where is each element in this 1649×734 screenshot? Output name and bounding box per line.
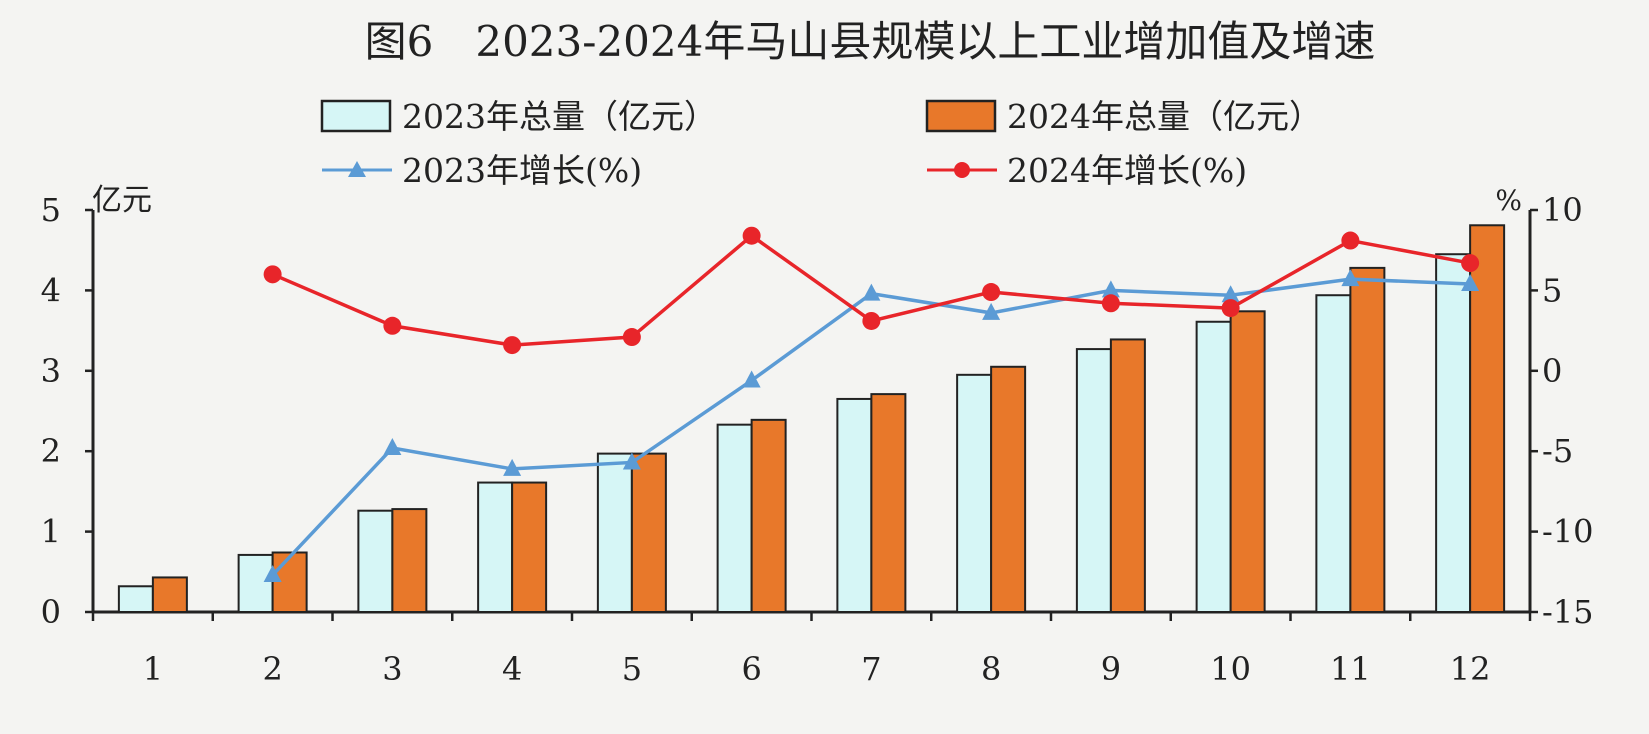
y-right-tick-label: -15 [1542,593,1594,631]
x-tick-label: 10 [1210,650,1251,688]
point-2023-growth [263,565,282,583]
x-tick-label: 9 [1101,650,1121,688]
y-left-tick-label: 5 [41,191,61,229]
bar-2023 [1195,320,1232,613]
y-right-tick-label: 0 [1542,352,1562,390]
x-tick-label: 1 [143,650,163,688]
point-2024-growth [1221,299,1240,318]
point-2023-growth [1461,273,1480,291]
x-tick-label: 7 [861,650,881,688]
point-2024-growth [622,328,641,347]
point-2024-growth [862,311,881,330]
y-left-unit: 亿元 [92,183,152,218]
y-right-tick-label: -10 [1542,513,1594,551]
legend-label-2023-total: 2023年总量（亿元） [402,97,717,136]
point-2023-growth [1221,285,1240,303]
y-left-tick-label: 0 [41,593,61,631]
bar-2024 [391,508,428,614]
y-left-tick-label: 3 [41,352,61,390]
bar-2023 [1315,294,1352,613]
bar-2023 [716,423,753,613]
bar-2024 [1469,224,1506,613]
point-2023-growth [862,283,881,301]
legend-swatch-2024-total [925,99,997,133]
point-2023-growth [1101,280,1120,298]
point-2024-growth [742,226,761,245]
legend: 2023年总量（亿元） 2024年总量（亿元） 2023年增长(%) 2024年… [320,97,1322,190]
bar-2024 [1229,310,1266,613]
point-2023-growth [1341,269,1360,287]
bar-2023 [237,553,274,614]
point-2023-growth [622,452,641,470]
point-2024-growth [383,316,402,335]
y-left-tick-label: 2 [41,432,61,470]
bar-2023 [956,373,993,613]
point-2024-growth [1461,254,1480,273]
legend-marker-triangle [348,161,366,177]
point-2023-growth [742,370,761,388]
y-left-tick-label: 4 [41,271,61,309]
x-tick-label: 6 [741,650,761,688]
bar-2024 [1109,338,1146,613]
bar-2023 [117,585,154,613]
bar-2024 [870,393,907,613]
bar-2023 [477,481,514,613]
point-2023-growth [383,437,402,455]
legend-swatch-2023-total [320,99,392,133]
y-right-tick-label: 5 [1542,271,1562,309]
bar-2023 [1075,348,1112,613]
bar-2024 [630,452,667,613]
legend-label-2024-growth: 2024年增长(%) [1007,151,1247,190]
y-right-unit: % [1495,184,1522,217]
x-tick-label: 8 [981,650,1001,688]
point-2024-growth [1341,231,1360,250]
x-tick-label: 5 [622,650,642,688]
y-right-tick-label: 10 [1542,191,1583,229]
point-2024-growth [1101,294,1120,313]
point-2023-growth [503,458,522,476]
bar-2023 [596,452,633,613]
y-right-tick-label: -5 [1542,432,1573,470]
x-tick-label: 2 [262,650,282,688]
point-2024-growth [503,336,522,355]
bar-2023 [357,509,394,614]
y-left-tick-label: 1 [41,513,61,551]
bar-2024 [1349,266,1386,613]
bar-2023 [1435,253,1472,613]
chart-title: 图6 2023-2024年马山县规模以上工业增加值及增速 [365,17,1376,66]
point-2023-growth [982,302,1001,320]
legend-label-2024-total: 2024年总量（亿元） [1007,97,1322,136]
bar-2024 [990,365,1027,613]
x-tick-label: 3 [382,650,402,688]
bar-2024 [271,551,308,614]
bar-2023 [836,397,873,613]
point-2024-growth [982,283,1001,302]
x-tick-label: 11 [1330,650,1371,688]
x-tick-label: 12 [1450,650,1491,688]
legend-marker-circle [954,162,970,178]
x-tick-label: 4 [502,650,522,688]
bar-2024 [151,576,188,613]
bar-2024 [511,481,548,613]
bar-2024 [750,418,787,613]
legend-label-2023-growth: 2023年增长(%) [402,151,642,190]
point-2024-growth [263,265,282,284]
